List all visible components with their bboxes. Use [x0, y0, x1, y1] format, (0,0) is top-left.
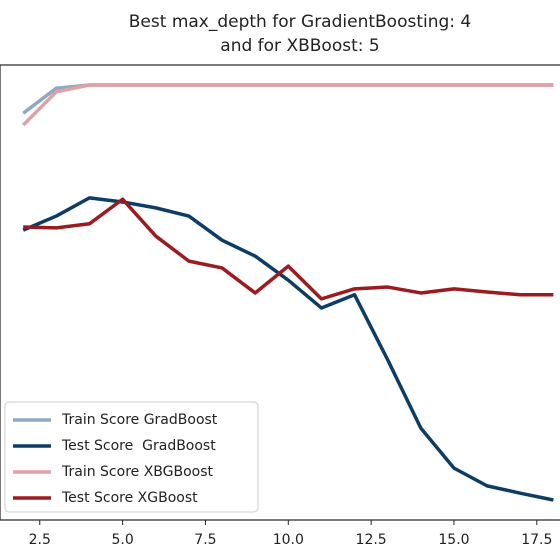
- x-tick-label: 5.0: [111, 532, 133, 548]
- legend-box: [4, 401, 259, 513]
- chart-title: Best max_depth for GradientBoosting: 4: [129, 12, 471, 32]
- line: [23, 197, 554, 301]
- legend-label: Test Score GradBoost: [61, 438, 216, 454]
- legend-label: Test Score XGBoost: [61, 490, 198, 506]
- legend-label: Train Score XBGBoost: [61, 464, 214, 480]
- x-tick-label: 15.0: [438, 532, 469, 548]
- line: [22, 83, 554, 115]
- x-tick-label: 2.5: [29, 532, 51, 548]
- x-tick-label: 12.5: [356, 532, 387, 548]
- line: [22, 196, 554, 502]
- plot-frame: [0, 64, 560, 521]
- chart-title: and for XBBoost: 5: [220, 36, 379, 56]
- legend-label: Train Score GradBoost: [61, 412, 218, 428]
- x-tick-label: 7.5: [194, 532, 216, 548]
- x-tick-label: 10.0: [273, 532, 304, 548]
- x-tick-label: 17.5: [521, 532, 552, 548]
- line: [21, 83, 554, 127]
